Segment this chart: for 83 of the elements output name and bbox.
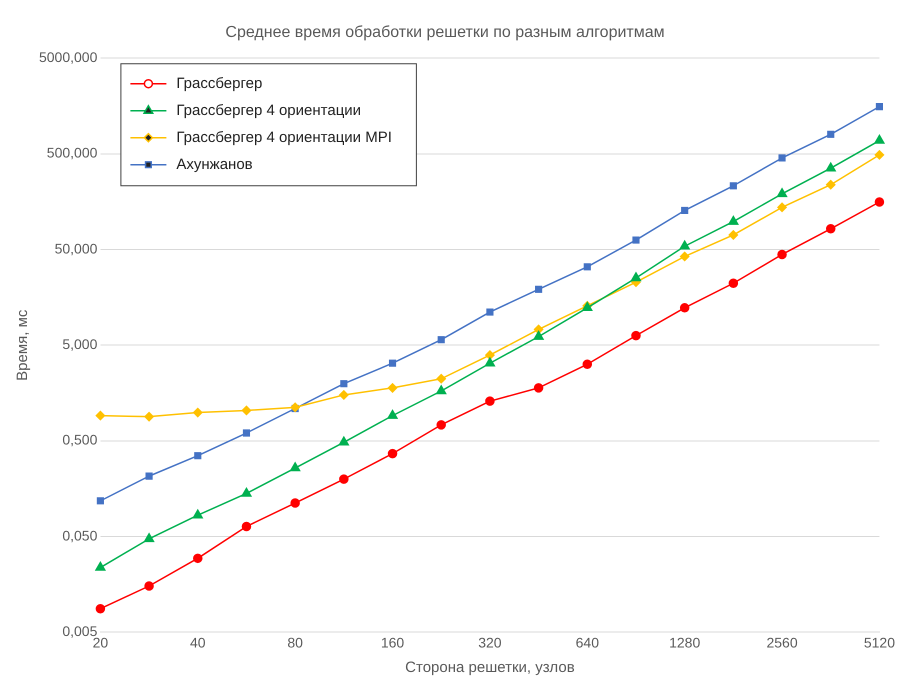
x-tick-label: 40 [190,634,206,650]
point [826,162,836,172]
x-tick-label: 640 [576,634,600,650]
x-tick-label: 160 [380,634,404,650]
point [387,410,398,419]
legend-label: Грассбергер [176,74,262,92]
y-axis-title: Время, мс [14,309,32,381]
point [242,522,252,532]
point [436,374,446,384]
point [632,236,640,244]
point [241,488,252,497]
point [388,360,396,367]
point [485,396,495,406]
point [728,216,738,225]
point [144,412,154,422]
point [194,452,202,460]
y-tick-label: 5000,000 [38,49,98,66]
point [728,230,738,240]
point [388,448,398,458]
point [874,134,885,144]
point [874,197,884,207]
y-tick-label: 500,000 [46,144,98,161]
point [340,380,348,388]
point [777,202,787,212]
point [582,360,592,370]
point [96,410,106,420]
point [485,350,495,360]
point [95,562,106,571]
y-tick-label: 5,000 [62,336,98,352]
point [630,272,642,282]
point [484,357,495,366]
point [776,188,788,198]
y-tick-label: 0,500 [62,432,98,448]
point [438,336,445,344]
point [338,436,349,446]
point [826,180,836,190]
legend-label: Ахунжанов [176,156,253,173]
point [681,206,688,214]
point [339,474,349,484]
point [778,154,786,162]
point [730,182,737,190]
point [242,429,250,437]
point [388,383,398,393]
point [192,509,203,518]
x-tick-label: 80 [287,634,304,650]
point [144,533,154,542]
point [96,497,104,504]
point [146,472,153,480]
point [436,420,446,430]
y-tick-label: 50,000 [54,240,98,256]
point [242,406,252,416]
point [96,604,106,614]
x-tick-label: 5120 [864,634,896,650]
point [584,263,591,270]
point [680,303,690,313]
y-tick-label: 0,050 [62,527,98,544]
point [436,385,446,394]
x-tick-label: 320 [478,634,502,650]
x-axis-title: Сторона решетки, узлов [405,659,575,676]
point [826,224,836,234]
point [680,252,690,262]
point [534,330,544,340]
point [728,278,738,288]
point [290,462,300,472]
point [827,130,834,138]
point [339,390,349,400]
x-tick-label: 1280 [669,634,700,650]
point [193,408,203,418]
x-tick-label: 2560 [766,634,798,650]
chart-title: Среднее время обработки решетки по разным алгоритмам [225,24,665,42]
legend-label: Грассбергер 4 ориентации [176,102,362,119]
point [680,240,690,250]
point [144,581,154,591]
point [777,250,787,260]
point [534,383,544,393]
point [486,308,494,316]
point [876,103,884,110]
point [193,554,203,564]
point [535,286,542,293]
legend-label: Грассбергер 4 ориентации MPI [176,128,392,146]
point [631,330,641,340]
point [290,498,300,508]
point [874,150,884,160]
